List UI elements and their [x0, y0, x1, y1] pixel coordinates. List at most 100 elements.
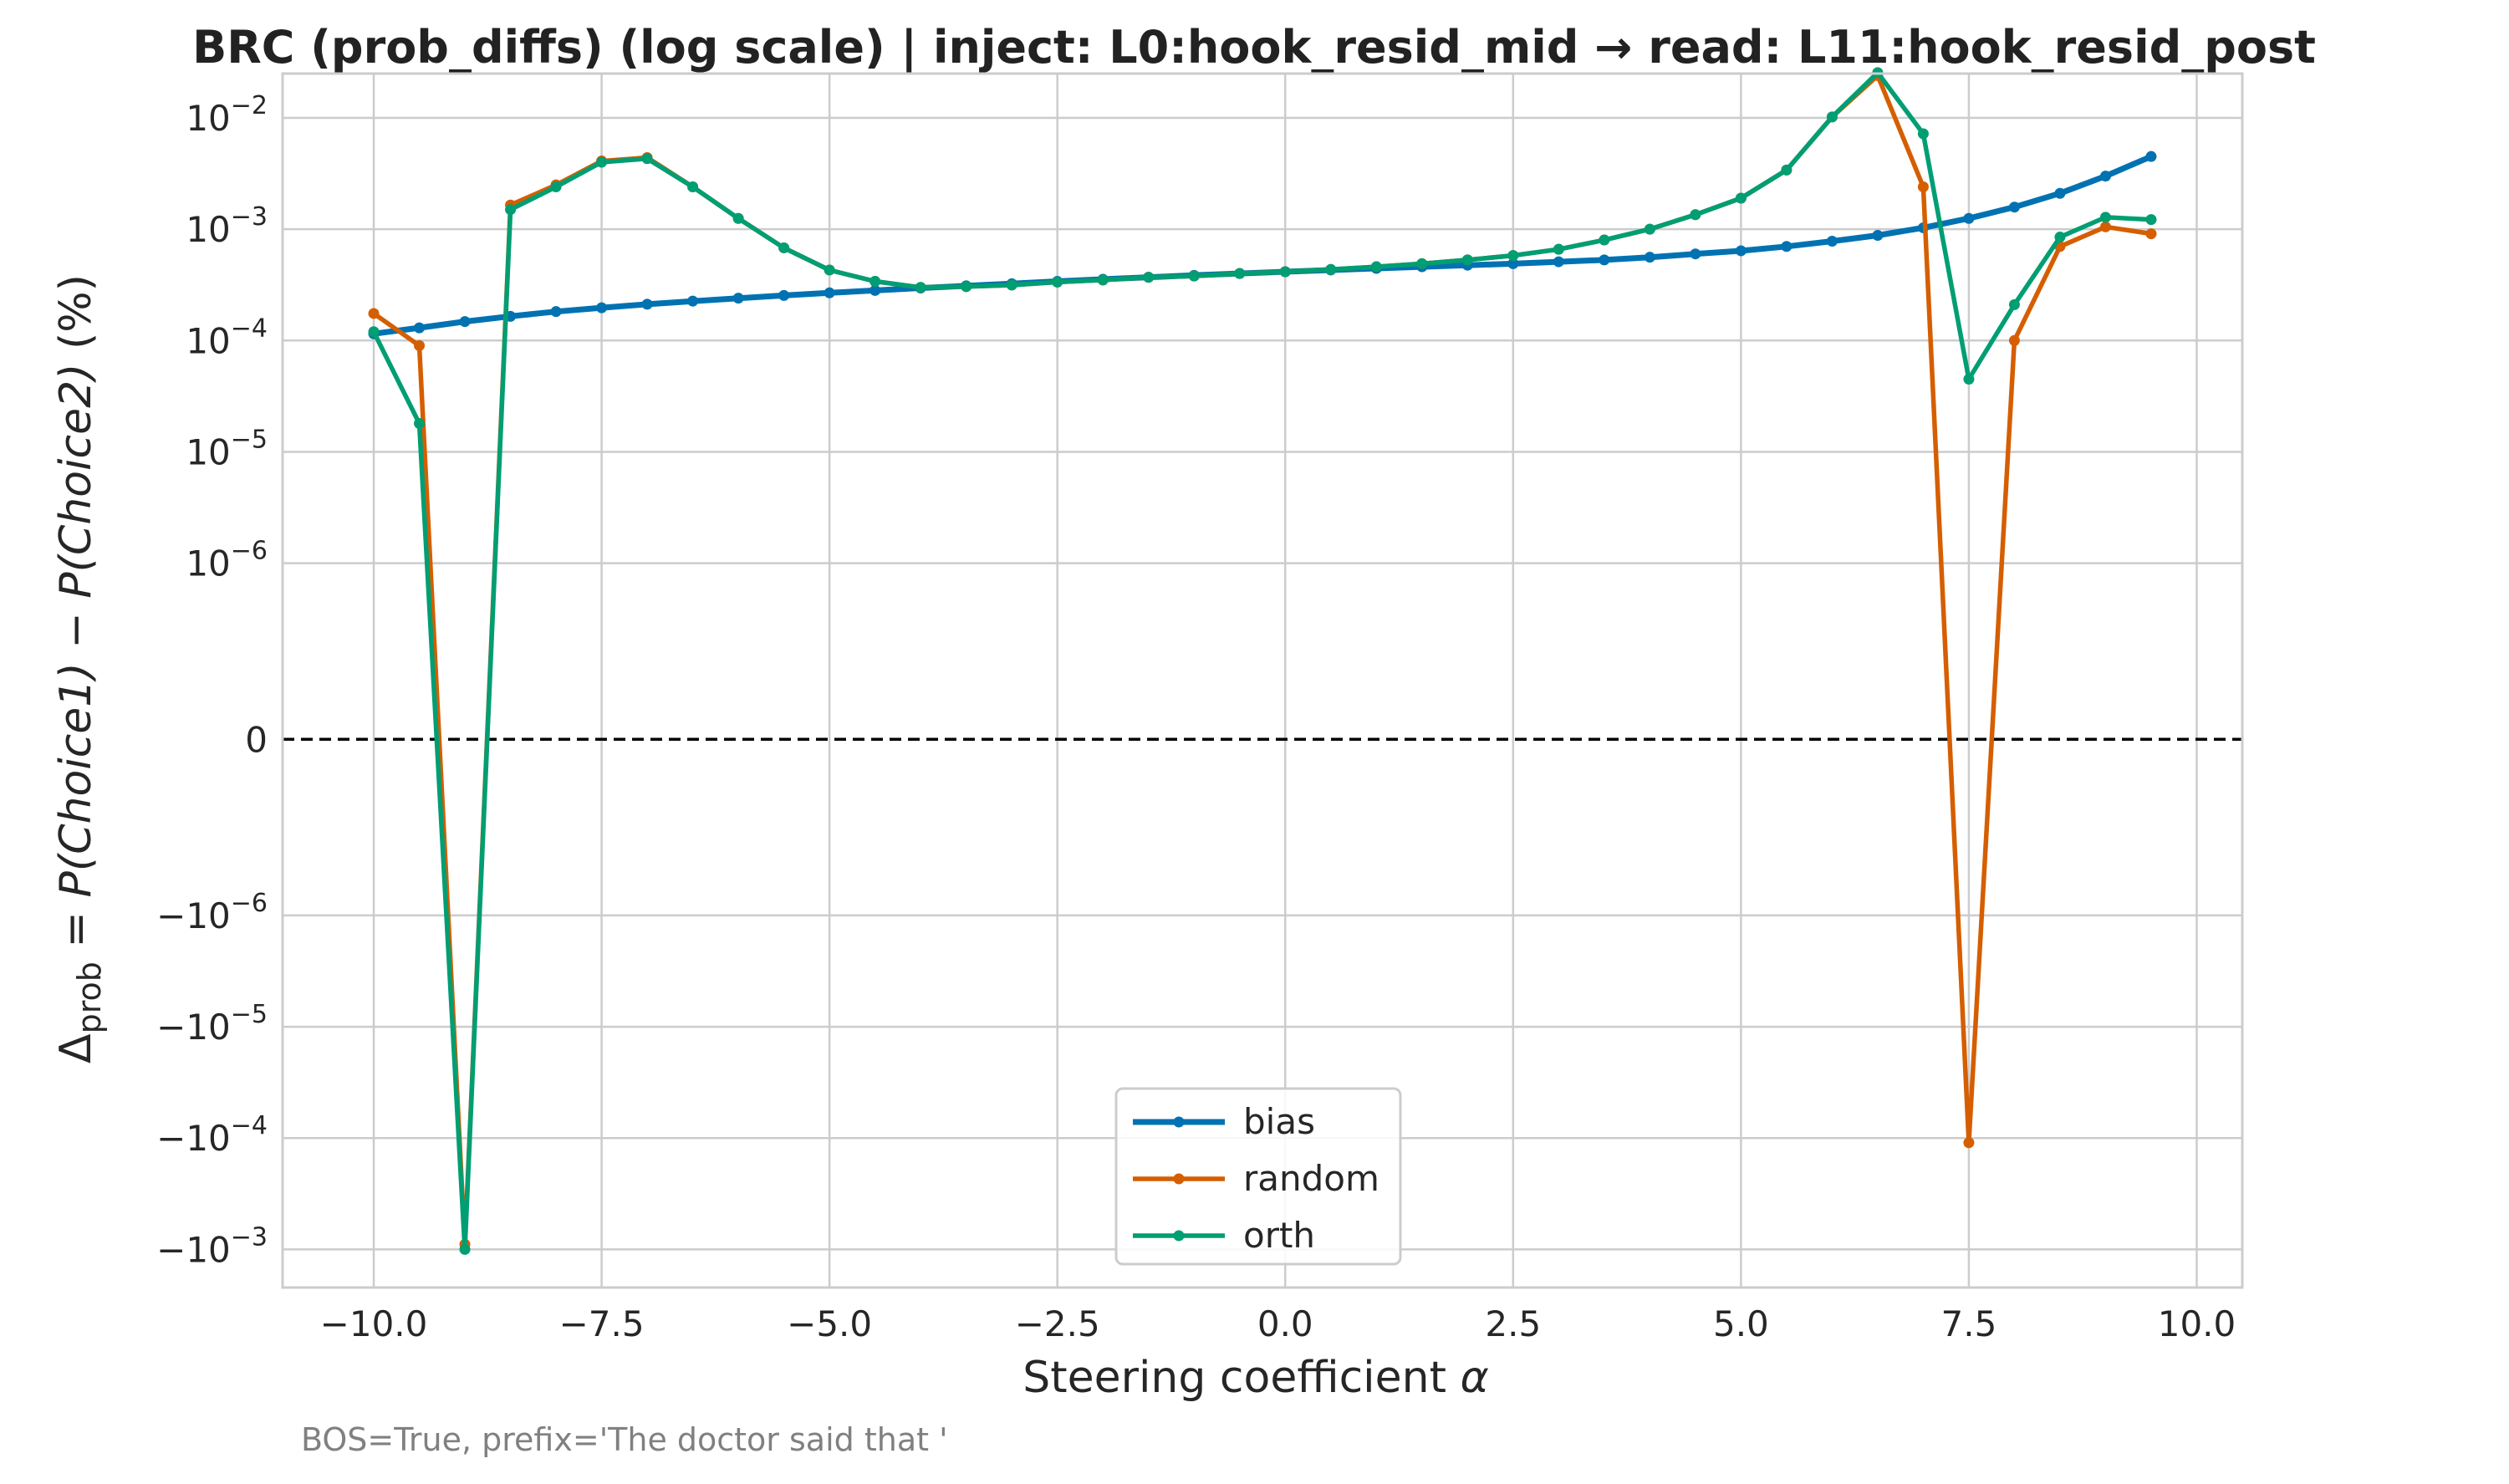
data-point-orth: [2099, 212, 2111, 223]
data-point-bias: [2008, 201, 2020, 213]
data-point-random: [2099, 221, 2111, 232]
data-point-orth: [1826, 111, 1838, 123]
data-point-bias: [459, 316, 471, 328]
y-tick-label: 10−6: [186, 537, 268, 584]
data-point-bias: [778, 289, 790, 301]
series-bias: [368, 150, 2157, 339]
data-point-orth: [1917, 128, 1929, 140]
x-tick-label: −7.5: [559, 1303, 645, 1344]
data-point-orth: [1963, 373, 1975, 385]
series-layer: [368, 67, 2157, 1255]
data-point-orth: [368, 326, 380, 338]
x-tick-label: −10.0: [320, 1303, 428, 1344]
data-point-random: [414, 339, 426, 351]
y-tick-label: 10−2: [186, 91, 268, 139]
data-point-random: [1963, 1137, 1975, 1149]
data-point-bias: [1735, 245, 1747, 257]
y-tick-label: 10−4: [186, 314, 268, 361]
data-point-bias: [414, 322, 426, 334]
legend: bias random orth: [1114, 1087, 1402, 1266]
data-point-orth: [1370, 261, 1382, 273]
data-point-bias: [2099, 171, 2111, 182]
data-point-orth: [732, 212, 744, 224]
data-point-orth: [459, 1243, 471, 1255]
x-axis-label: Steering coefficient α: [1022, 1353, 1489, 1403]
data-point-orth: [1644, 223, 1655, 235]
data-point-orth: [1735, 192, 1747, 204]
data-point-orth: [1781, 164, 1793, 176]
data-point-random: [368, 308, 380, 319]
data-point-orth: [824, 264, 835, 276]
data-point-bias: [869, 284, 881, 296]
legend-swatch-marker: [1173, 1173, 1185, 1185]
data-point-bias: [550, 306, 562, 318]
x-tick-label: 0.0: [1257, 1303, 1313, 1344]
chart-title: BRC (prob_diffs) (log scale) | inject: L…: [192, 21, 2316, 74]
data-point-orth: [550, 181, 562, 193]
legend-swatch-marker: [1173, 1230, 1185, 1242]
data-point-orth: [1006, 279, 1017, 291]
data-point-bias: [1826, 236, 1838, 247]
series-line-random: [372, 73, 2152, 1247]
data-point-orth: [1599, 234, 1610, 246]
data-point-orth: [1690, 209, 1701, 221]
data-point-bias: [1963, 212, 1975, 224]
legend-label: random: [1243, 1158, 1379, 1199]
x-tick-labels: −10.0 −7.5 −5.0 −2.5 0.0 2.5 5.0 7.5 10.0: [320, 1303, 2236, 1344]
data-point-orth: [1143, 272, 1155, 283]
data-point-bias: [1507, 258, 1519, 269]
data-point-orth: [414, 417, 426, 429]
y-tick-labels: 10−2 10−3 10−4 10−5 10−6 0 −10−6 −10−5 −10−4 −10−…: [156, 91, 268, 1270]
data-point-bias: [732, 293, 744, 304]
x-tick-label: 2.5: [1485, 1303, 1541, 1344]
y-tick-label: 10−3: [186, 202, 268, 250]
legend-entry-orth: orth: [1133, 1215, 1315, 1256]
data-point-orth: [641, 153, 653, 165]
x-tick-label: 7.5: [1941, 1303, 1997, 1344]
data-point-orth: [961, 281, 972, 293]
series-orth: [368, 67, 2157, 1255]
data-point-bias: [1553, 256, 1564, 268]
y-tick-label: −10−3: [156, 1222, 268, 1270]
y-tick-label: −10−5: [156, 1000, 268, 1048]
series-line-orth: [371, 70, 2152, 1252]
data-point-bias: [687, 295, 699, 307]
legend-label: orth: [1243, 1215, 1315, 1256]
data-point-orth: [1279, 266, 1291, 278]
data-point-orth: [915, 282, 926, 293]
y-tick-label: 10−5: [186, 425, 268, 472]
data-point-orth: [2008, 298, 2020, 310]
data-point-orth: [1052, 276, 1063, 288]
y-axis-label: Δprob = P(Choice1) − P(Choice2) (%): [51, 274, 108, 1063]
x-tick-label: 10.0: [2158, 1303, 2236, 1344]
data-point-orth: [1416, 258, 1428, 269]
data-point-orth: [687, 181, 699, 193]
footnote: BOS=True, prefix='The doctor said that ': [301, 1421, 948, 1458]
data-point-random: [1917, 181, 1929, 193]
x-tick-label: −2.5: [1015, 1303, 1100, 1344]
data-point-orth: [505, 204, 517, 216]
data-point-bias: [1644, 252, 1655, 263]
data-point-orth: [2145, 214, 2157, 226]
legend-swatch-marker: [1173, 1116, 1185, 1128]
x-tick-label: −5.0: [787, 1303, 872, 1344]
data-point-orth: [1188, 270, 1200, 282]
data-point-orth: [1097, 274, 1109, 286]
series-random: [368, 69, 2157, 1250]
legend-entry-random: random: [1133, 1158, 1379, 1199]
y-tick-label: −10−6: [156, 889, 268, 936]
data-point-orth: [1553, 243, 1564, 255]
data-point-bias: [641, 298, 653, 310]
data-point-bias: [824, 287, 835, 298]
data-point-random: [2008, 334, 2020, 346]
data-point-bias: [1599, 254, 1610, 266]
data-point-orth: [596, 156, 608, 168]
data-point-orth: [1234, 268, 1246, 279]
series-line-bias: [373, 153, 2153, 337]
legend-box: [1114, 1087, 1402, 1266]
data-point-orth: [778, 242, 790, 253]
data-point-orth: [1507, 250, 1519, 262]
data-point-orth: [2054, 232, 2066, 243]
data-point-bias: [1690, 248, 1701, 260]
